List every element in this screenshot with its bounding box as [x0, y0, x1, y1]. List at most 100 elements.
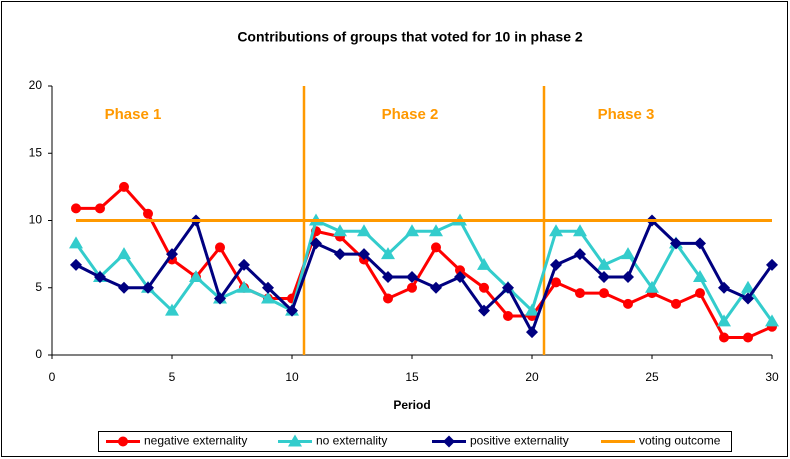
legend-label: positive externality	[470, 434, 569, 448]
legend-label: voting outcome	[639, 434, 721, 448]
marker	[694, 237, 706, 250]
marker	[526, 326, 538, 339]
marker	[69, 236, 83, 249]
marker	[766, 258, 778, 271]
x-tick-label: 20	[525, 370, 539, 384]
marker	[406, 270, 418, 283]
y-tick-label: 15	[29, 145, 43, 159]
legend-label: no externality	[316, 434, 387, 448]
marker	[525, 303, 539, 316]
marker	[718, 281, 730, 294]
series-line	[75, 217, 774, 336]
marker	[478, 304, 490, 317]
chart-title: Contributions of groups that voted for 1…	[237, 29, 583, 45]
marker	[118, 281, 130, 294]
marker	[165, 303, 179, 316]
marker	[693, 269, 707, 282]
marker	[94, 270, 106, 283]
marker	[70, 258, 82, 271]
marker	[765, 314, 779, 327]
marker	[237, 280, 251, 293]
marker	[430, 281, 442, 294]
x-axis-title: Period	[393, 398, 430, 412]
marker	[431, 242, 441, 253]
marker	[118, 436, 128, 447]
y-tick-label: 5	[35, 280, 42, 294]
marker	[742, 292, 754, 305]
marker	[238, 258, 250, 271]
marker	[310, 237, 322, 250]
x-tick-label: 15	[405, 370, 419, 384]
marker	[695, 288, 705, 299]
marker	[455, 265, 465, 276]
marker	[429, 224, 443, 237]
marker	[407, 282, 417, 293]
marker	[261, 291, 275, 304]
marker	[574, 248, 586, 261]
marker	[741, 280, 755, 293]
marker	[717, 314, 731, 327]
marker	[288, 434, 302, 447]
marker	[454, 270, 466, 283]
marker	[71, 203, 81, 214]
marker	[334, 248, 346, 261]
phase-label: Phase 2	[382, 106, 439, 123]
series-line	[74, 218, 774, 325]
marker	[597, 257, 611, 270]
x-tick-label: 0	[49, 370, 56, 384]
marker	[502, 281, 514, 294]
legend-item: no externality	[278, 434, 387, 448]
y-tick-label: 0	[35, 347, 42, 361]
marker	[443, 435, 455, 448]
marker	[621, 247, 635, 260]
marker	[166, 248, 178, 261]
x-tick-label: 30	[765, 370, 779, 384]
marker	[503, 310, 513, 321]
x-tick-label: 5	[169, 370, 176, 384]
marker	[623, 298, 633, 309]
marker	[670, 237, 682, 250]
marker	[477, 257, 491, 270]
x-tick-label: 25	[645, 370, 659, 384]
marker	[382, 270, 394, 283]
marker	[189, 269, 203, 282]
marker	[381, 247, 395, 260]
marker	[645, 280, 659, 293]
marker	[142, 281, 154, 294]
marker	[262, 281, 274, 294]
marker	[743, 332, 753, 343]
y-tick-label: 10	[29, 213, 43, 227]
marker	[719, 332, 729, 343]
phase-label: Phase 1	[105, 106, 162, 123]
marker	[119, 181, 129, 192]
marker	[573, 224, 587, 237]
y-tick-label: 20	[29, 78, 43, 92]
marker	[215, 242, 225, 253]
marker	[622, 270, 634, 283]
phase-label: Phase 3	[598, 106, 655, 123]
marker	[671, 298, 681, 309]
marker	[117, 247, 131, 260]
x-tick-label: 10	[285, 370, 299, 384]
marker	[214, 292, 226, 305]
marker	[598, 270, 610, 283]
legend-item: voting outcome	[601, 434, 721, 448]
marker	[549, 224, 563, 237]
legend-box	[98, 431, 732, 452]
marker	[358, 248, 370, 261]
marker	[599, 288, 609, 299]
marker	[286, 304, 298, 317]
legend-item: negative externality	[106, 434, 247, 448]
marker	[405, 224, 419, 237]
marker	[383, 293, 393, 304]
marker	[479, 282, 489, 293]
marker	[575, 288, 585, 299]
marker	[95, 203, 105, 214]
marker	[357, 224, 371, 237]
marker	[551, 277, 561, 288]
marker	[550, 258, 562, 271]
legend-label: negative externality	[144, 434, 247, 448]
marker	[333, 224, 347, 237]
